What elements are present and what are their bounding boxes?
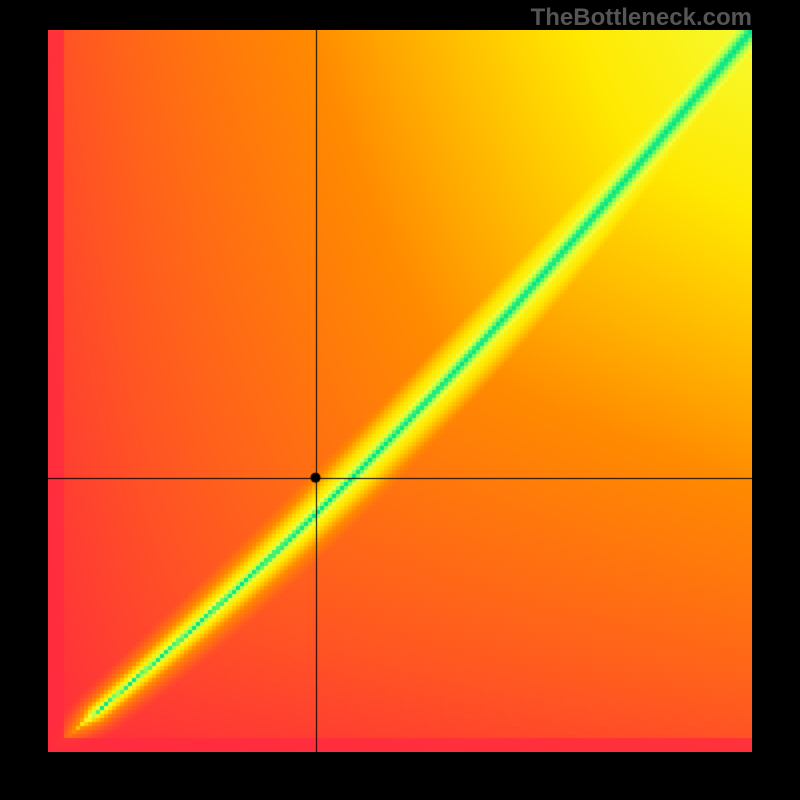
bottleneck-heatmap <box>48 30 752 752</box>
chart-container: TheBottleneck.com <box>0 0 800 800</box>
watermark-text: TheBottleneck.com <box>531 4 752 32</box>
